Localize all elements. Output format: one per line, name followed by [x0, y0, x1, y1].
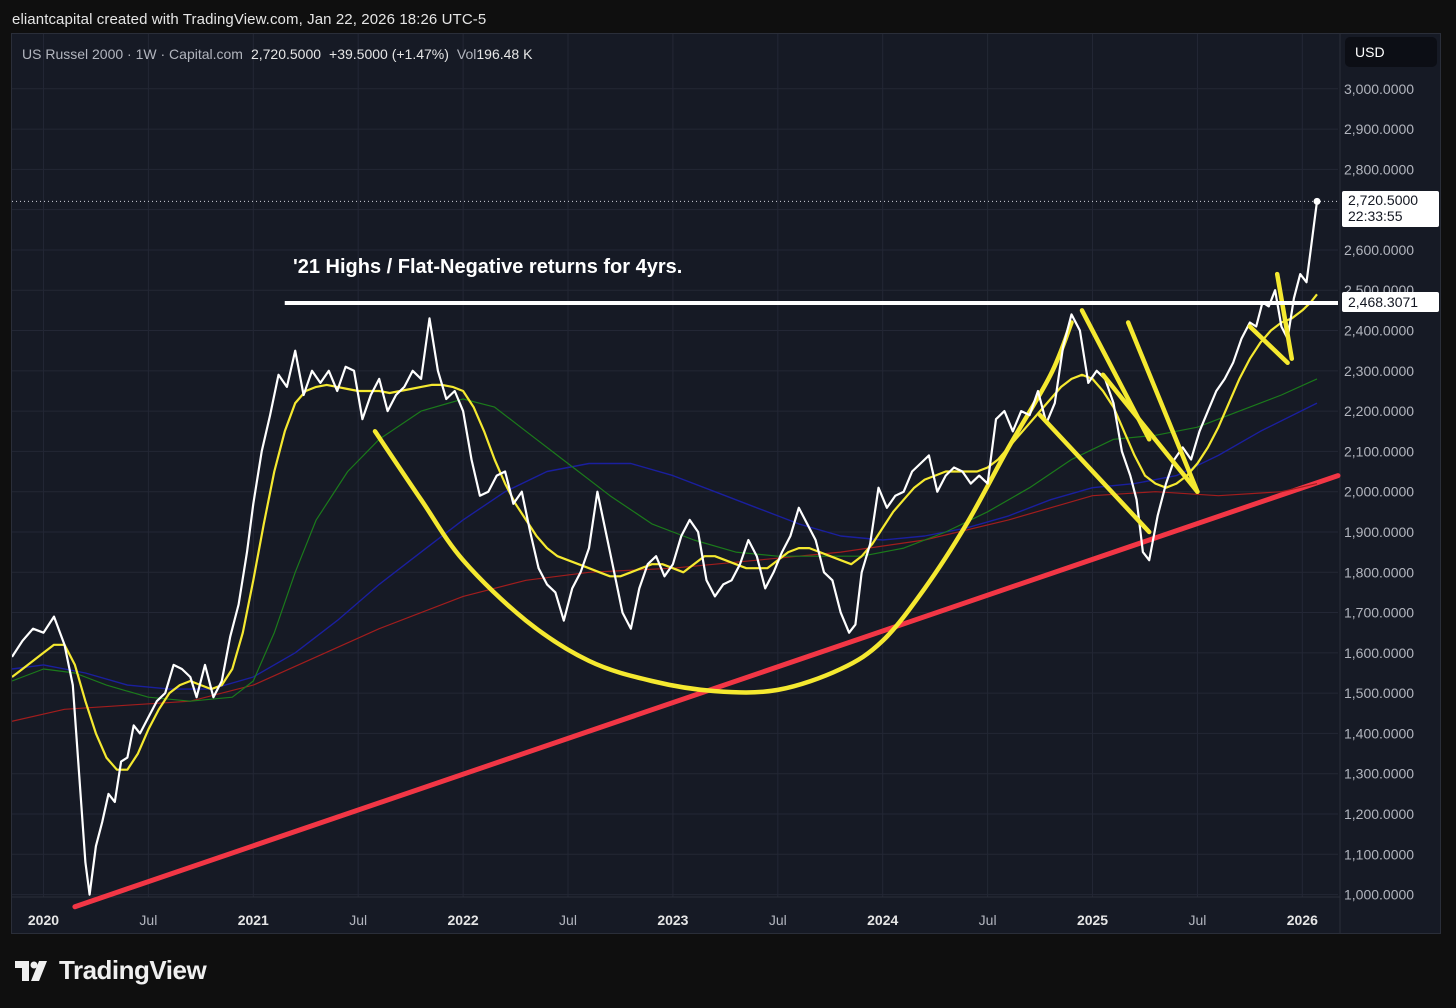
tradingview-logo-text: TradingView [59, 955, 207, 985]
x-tick-label: 2021 [238, 912, 269, 928]
x-tick-label: 2020 [28, 912, 59, 928]
currency-button[interactable]: USD [1345, 37, 1437, 67]
trend-segment[interactable] [1247, 324, 1290, 366]
tradingview-logo-icon [15, 960, 47, 981]
x-tick-label: 2022 [448, 912, 479, 928]
y-tick-label: 1,000.0000 [1344, 887, 1414, 903]
symbol-legend: US Russel 2000 · 1W · Capital.com 2,720.5… [22, 46, 532, 62]
y-tick-label: 2,000.0000 [1344, 484, 1414, 500]
x-tick-label: Jul [139, 912, 157, 928]
y-tick-label: 1,300.0000 [1344, 766, 1414, 782]
volume-label: Vol [456, 46, 477, 62]
x-tick-label: Jul [979, 912, 997, 928]
trend-segment[interactable] [1274, 271, 1295, 361]
y-tick-label: 1,100.0000 [1344, 846, 1414, 862]
x-tick-label: Jul [349, 912, 367, 928]
x-tick-label: Jul [1188, 912, 1206, 928]
trend-segment[interactable] [1100, 372, 1200, 494]
y-tick-label: 1,800.0000 [1344, 564, 1414, 580]
y-tick-label: 3,000.0000 [1344, 81, 1414, 97]
y-tick-label: 1,500.0000 [1344, 685, 1414, 701]
price-change-value: +39.5000 (+1.47%) [329, 46, 449, 62]
y-tick-label: 1,900.0000 [1344, 524, 1414, 540]
last-price-value: 2,720.5000 [250, 46, 322, 62]
last-price-tag-value: 2,720.5000 [1348, 192, 1419, 208]
x-tick-label: 2026 [1287, 912, 1318, 928]
y-tick-label: 1,600.0000 [1344, 645, 1414, 661]
resistance-annotation: '21 Highs / Flat-Negative returns for 4y… [293, 256, 683, 278]
trend-segment[interactable] [1037, 412, 1152, 535]
y-tick-label: 2,200.0000 [1344, 403, 1414, 419]
y-tick-label: 1,200.0000 [1344, 806, 1414, 822]
resistance-price-tag: 2,468.3071 [1342, 292, 1439, 312]
x-tick-label: Jul [559, 912, 577, 928]
y-tick-label: 1,700.0000 [1344, 605, 1414, 621]
chart-attribution: eliantcapital created with TradingView.c… [12, 11, 487, 28]
chart-area[interactable]: 1,000.0000 1,100.0000 1,200.0000 1,300.0000… [11, 33, 1441, 934]
tradingview-logo[interactable]: TradingView [15, 955, 207, 986]
x-tick-label: Jul [769, 912, 787, 928]
symbol-name[interactable]: US Russel 2000 · 1W · Capital.com [22, 46, 243, 62]
y-tick-label: 2,600.0000 [1344, 242, 1414, 258]
cup-pattern-arc[interactable] [372, 320, 1074, 695]
y-tick-label: 2,800.0000 [1344, 161, 1414, 177]
price-chart[interactable]: 1,000.0000 1,100.0000 1,200.0000 1,300.0000… [12, 34, 1440, 933]
y-tick-label: 2,100.0000 [1344, 443, 1414, 459]
series-line-ma-slow-red [12, 483, 1318, 722]
y-tick-label: 2,900.0000 [1344, 121, 1414, 137]
bar-countdown: 22:33:55 [1348, 208, 1403, 224]
x-tick-label: 2024 [867, 912, 898, 928]
x-tick-label: 2023 [657, 912, 688, 928]
series-line-price [12, 201, 1319, 896]
trend-segment[interactable] [1125, 320, 1200, 494]
x-tick-label: 2025 [1077, 912, 1108, 928]
y-tick-label: 2,300.0000 [1344, 363, 1414, 379]
y-tick-label: 2,400.0000 [1344, 323, 1414, 339]
last-price-dot [1313, 197, 1321, 205]
y-tick-label: 1,400.0000 [1344, 725, 1414, 741]
volume-value: 196.48 K [476, 46, 533, 62]
last-price-tag: 2,720.5000 22:33:55 [1342, 191, 1439, 227]
series-line-ma-fast [12, 293, 1318, 771]
